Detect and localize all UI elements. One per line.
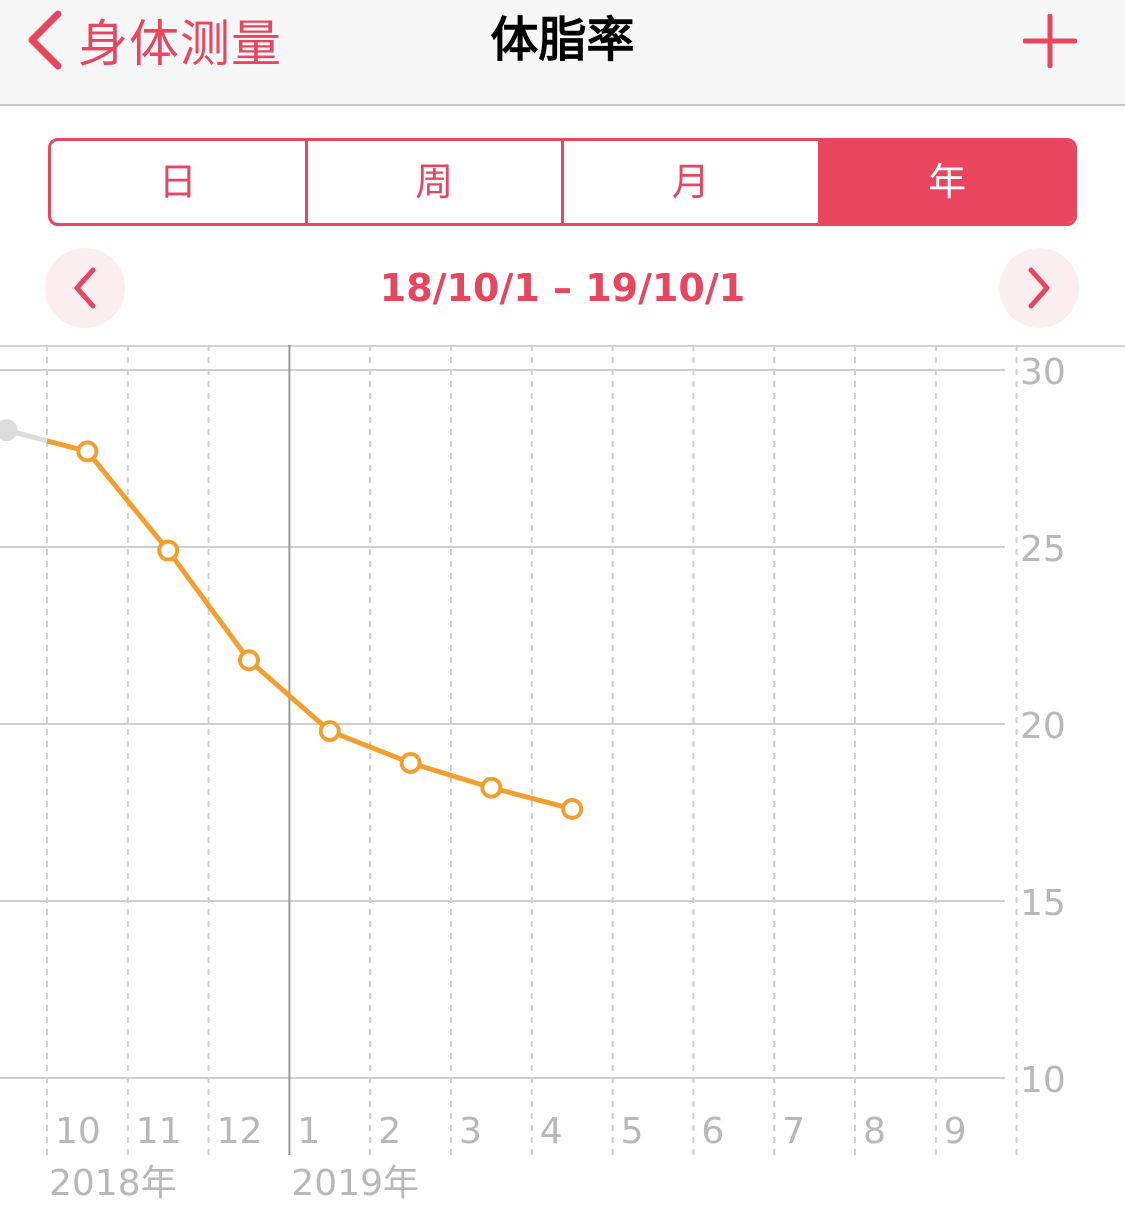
year-label: 2018年	[49, 1163, 177, 1204]
x-tick-label: 10	[55, 1111, 101, 1152]
chevron-left-icon	[28, 10, 62, 70]
navigation-bar: 身体测量 体脂率	[0, 0, 1125, 106]
chevron-left-icon	[74, 267, 96, 309]
segment-day[interactable]: 日	[51, 141, 308, 223]
data-point	[238, 649, 260, 672]
segment-month[interactable]: 月	[564, 141, 821, 223]
segment-year[interactable]: 年	[820, 141, 1074, 223]
y-tick-label: 10	[1020, 1060, 1066, 1101]
x-tick-label: 2	[378, 1111, 401, 1152]
x-tick-label: 7	[782, 1111, 805, 1152]
chevron-right-icon	[1028, 267, 1050, 309]
period-segmented-control: 日 周 月 年	[48, 138, 1077, 226]
date-navigation: 18/10/1 – 19/10/1	[0, 248, 1125, 328]
x-tick-label: 9	[944, 1111, 967, 1152]
data-point	[157, 539, 180, 562]
segment-week[interactable]: 周	[308, 141, 564, 223]
body-fat-chart: 30 25 20 15 10 10 11 12 1 2 3 4 5 6 7 8 9 2018年 2019年	[0, 345, 1125, 1225]
back-button[interactable]: 身体测量	[22, 0, 282, 80]
y-tick-label: 25	[1020, 529, 1066, 570]
x-tick-label: 3	[459, 1111, 482, 1152]
plus-icon[interactable]	[1023, 14, 1077, 68]
x-tick-label: 12	[217, 1111, 263, 1152]
back-button-label: 身体测量	[78, 15, 282, 73]
x-tick-label: 4	[540, 1111, 563, 1152]
x-tick-label: 11	[136, 1111, 182, 1152]
data-point	[480, 776, 503, 799]
y-tick-label: 20	[1020, 706, 1066, 747]
series-line	[85, 449, 573, 812]
year-label: 2019年	[291, 1163, 419, 1204]
data-point	[399, 751, 422, 774]
data-point	[76, 440, 99, 463]
date-range-label: 18/10/1 – 19/10/1	[379, 266, 746, 310]
x-tick-label: 1	[297, 1111, 320, 1152]
page-title: 体脂率	[490, 12, 635, 68]
previous-period-button[interactable]	[45, 248, 125, 328]
y-tick-label: 30	[1020, 352, 1066, 393]
x-tick-label: 5	[621, 1111, 644, 1152]
previous-period-point	[0, 419, 18, 442]
x-tick-label: 6	[701, 1111, 724, 1152]
data-point	[318, 720, 341, 743]
y-tick-label: 15	[1020, 883, 1066, 924]
data-point	[561, 797, 584, 820]
x-tick-label: 8	[863, 1111, 886, 1152]
next-period-button[interactable]	[999, 248, 1079, 328]
